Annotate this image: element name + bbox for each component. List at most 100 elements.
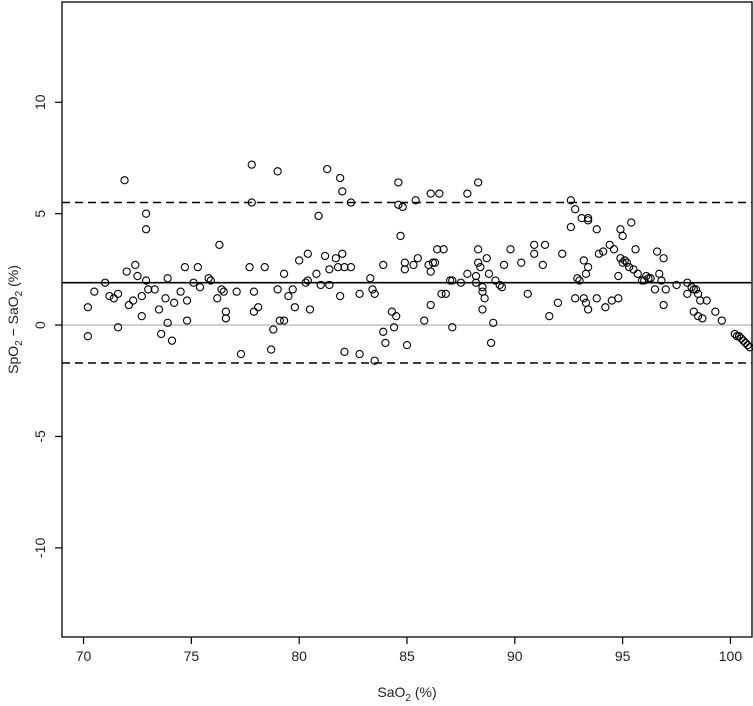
data-point	[614, 294, 623, 303]
data-point	[605, 240, 614, 250]
data-point	[448, 323, 457, 332]
data-point	[683, 289, 692, 299]
data-point	[420, 316, 429, 325]
data-point	[402, 340, 412, 350]
data-point	[169, 298, 179, 307]
data-point	[657, 276, 666, 285]
data-point	[474, 258, 483, 267]
data-point	[646, 274, 655, 283]
data-point	[411, 196, 420, 205]
data-point	[599, 247, 608, 256]
data-point	[693, 312, 703, 321]
data-point	[624, 262, 634, 272]
data-point	[609, 245, 619, 254]
data-point	[409, 260, 418, 270]
data-point	[659, 254, 668, 263]
data-point	[620, 256, 629, 265]
data-point	[672, 280, 681, 290]
data-point	[83, 303, 93, 312]
data-point	[463, 269, 472, 278]
data-point	[355, 289, 364, 299]
data-point	[182, 296, 192, 305]
data-point	[396, 231, 405, 241]
x-axis-title: SaO2 (%)	[377, 684, 436, 704]
data-point	[530, 240, 539, 250]
data-point	[631, 245, 640, 254]
data-points-layer	[83, 160, 753, 365]
data-point	[221, 314, 231, 323]
data-point	[83, 332, 93, 341]
data-point	[346, 198, 356, 207]
data-point	[167, 336, 177, 345]
data-point	[711, 307, 720, 316]
data-point	[445, 276, 455, 285]
data-point	[195, 283, 205, 292]
data-point	[540, 240, 550, 250]
data-point	[273, 167, 282, 176]
data-point	[484, 269, 494, 278]
data-point	[661, 285, 670, 294]
x-tick-label: 95	[615, 648, 631, 664]
data-point	[497, 283, 507, 292]
data-point	[439, 245, 448, 254]
data-point	[428, 258, 438, 267]
data-point	[618, 258, 627, 267]
data-point	[394, 200, 403, 209]
data-point	[413, 254, 422, 263]
data-point	[741, 338, 750, 348]
data-point	[336, 291, 345, 301]
data-point	[575, 276, 584, 285]
data-point	[131, 260, 140, 270]
data-point	[122, 267, 131, 276]
data-point	[571, 205, 580, 214]
data-point	[659, 300, 668, 310]
data-point	[579, 294, 588, 303]
data-point	[394, 178, 403, 187]
data-point	[325, 280, 334, 290]
data-point	[739, 336, 748, 345]
data-point	[448, 276, 457, 285]
data-point	[594, 249, 604, 258]
x-tick-label: 85	[399, 648, 415, 664]
data-point	[113, 289, 123, 299]
data-point	[553, 298, 563, 307]
data-point	[141, 225, 151, 234]
data-point	[627, 218, 636, 227]
data-point	[120, 176, 129, 185]
y-tick-label: 5	[32, 210, 48, 218]
data-point	[387, 307, 397, 316]
data-point	[154, 305, 164, 314]
data-point	[456, 278, 466, 287]
data-point	[247, 160, 256, 169]
data-point	[571, 294, 580, 303]
data-point	[426, 189, 435, 198]
data-point	[100, 278, 110, 287]
data-point	[269, 325, 278, 334]
data-point	[478, 305, 487, 314]
data-point	[579, 256, 588, 265]
data-point	[398, 202, 407, 212]
x-axis-title-subscript: 2	[405, 693, 411, 704]
data-point	[433, 245, 442, 254]
data-point	[745, 343, 753, 352]
data-point	[176, 287, 185, 296]
data-point	[437, 289, 446, 299]
data-point	[583, 262, 593, 272]
data-point	[163, 274, 172, 283]
data-point	[144, 285, 153, 294]
data-point	[689, 285, 698, 294]
data-point	[743, 340, 752, 350]
data-point	[370, 356, 379, 365]
data-point	[249, 287, 259, 296]
data-point	[618, 231, 627, 241]
data-point	[696, 296, 705, 305]
data-point	[150, 285, 159, 294]
y-axis-title-a-subscript: 2	[14, 340, 25, 346]
data-point	[370, 289, 379, 299]
data-point	[476, 262, 485, 272]
y-tick-label: 0	[32, 321, 48, 329]
data-point	[346, 262, 356, 272]
data-point	[499, 260, 509, 270]
data-point	[340, 262, 349, 272]
